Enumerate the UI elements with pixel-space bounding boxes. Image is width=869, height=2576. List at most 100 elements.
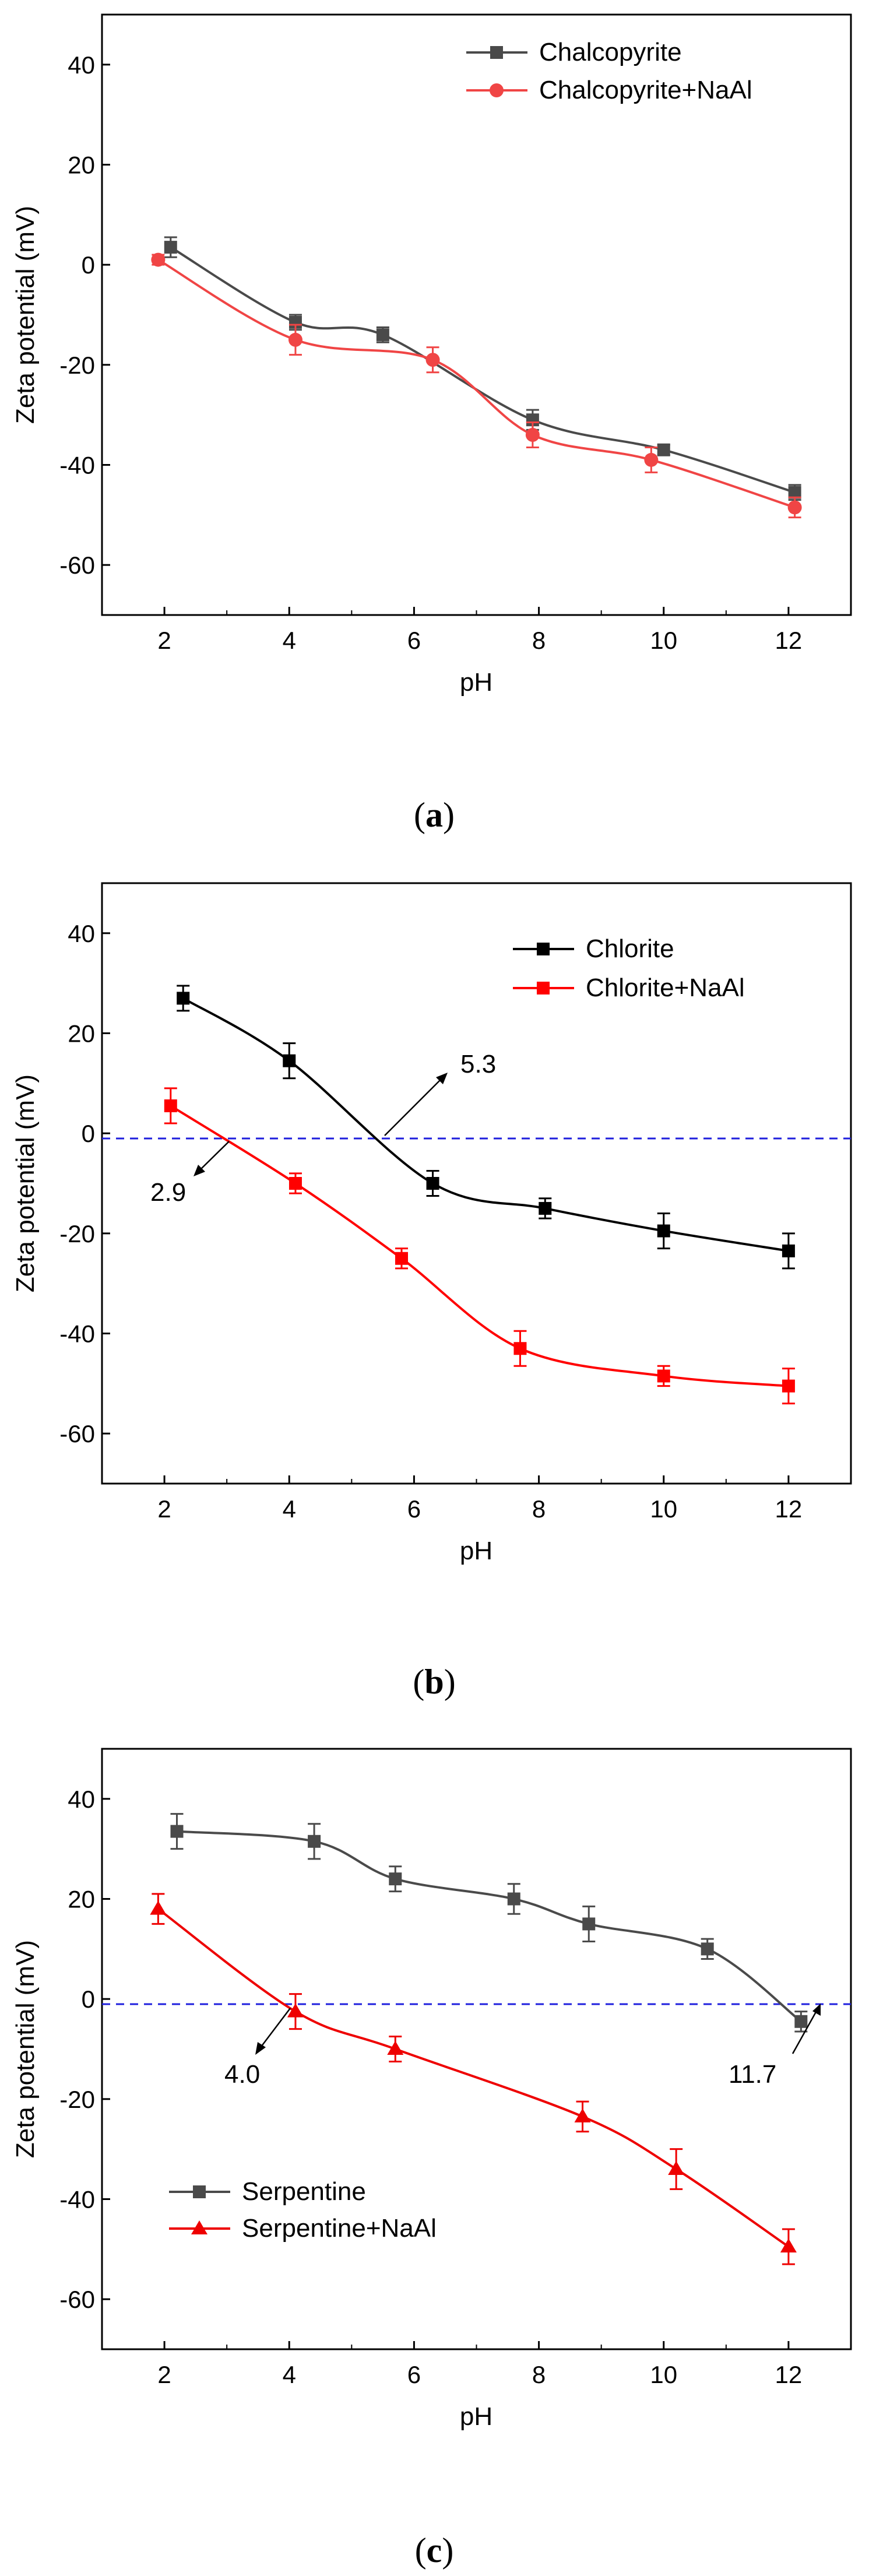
annotation-label-2-9: 2.9 xyxy=(150,1178,186,1207)
panel-b-y-axis: 40 20 0 -20 -40 -60 xyxy=(59,920,110,1447)
panel-a-chart: 40 20 0 -20 -40 -60 2 4 6 8 10 12 Zeta potential (… xyxy=(11,13,852,834)
panel-c-caption-letter: c xyxy=(427,2531,442,2570)
data-point xyxy=(389,1872,402,1886)
x-tick-label: 8 xyxy=(532,627,546,654)
legend-marker-chalcopyrite xyxy=(490,46,503,59)
data-point xyxy=(668,2161,685,2175)
data-point xyxy=(288,332,302,347)
data-point xyxy=(283,1054,296,1067)
annotation-label-5-3: 5.3 xyxy=(460,1050,496,1078)
data-point xyxy=(657,443,670,456)
series-line xyxy=(157,258,796,509)
y-tick-label: -40 xyxy=(59,1320,95,1348)
series-line xyxy=(170,1105,789,1387)
y-tick-label: 20 xyxy=(68,1886,95,1913)
annotation-arrowhead-2-9 xyxy=(193,1165,205,1176)
data-point xyxy=(150,1900,167,1915)
data-point xyxy=(539,1201,552,1215)
x-tick-label: 12 xyxy=(775,2361,803,2388)
panel-c-plot-frame xyxy=(101,1748,852,2350)
y-tick-label: 0 xyxy=(82,251,95,279)
data-point xyxy=(170,1825,184,1838)
legend-label-chlorite-naal: Chlorite+NaAl xyxy=(586,974,745,1002)
data-point xyxy=(582,1917,596,1931)
data-point xyxy=(794,2015,808,2028)
y-tick-label: -20 xyxy=(59,1220,95,1247)
legend-marker-serpentine xyxy=(193,2185,206,2198)
series-line xyxy=(177,1830,802,2023)
panel-b-caption: (b) xyxy=(413,1663,455,1701)
legend-label-serpentine-naal: Serpentine+NaAl xyxy=(242,2214,437,2243)
legend-label-chalcopyrite-naal: Chalcopyrite+NaAl xyxy=(539,76,752,104)
annotation-arrow-2-9 xyxy=(198,1141,230,1172)
y-tick-label: 20 xyxy=(68,152,95,179)
panel-c-annotation-4-0: 4.0 xyxy=(224,2008,291,2089)
x-tick-label: 12 xyxy=(775,627,803,654)
data-point xyxy=(644,452,659,467)
x-tick-label: 10 xyxy=(650,627,677,654)
panel-c-y-axis: 40 20 0 -20 -40 -60 xyxy=(59,1786,110,2313)
series-line xyxy=(170,246,796,494)
annotation-label-11-7: 11.7 xyxy=(729,2060,776,2089)
panel-b-caption-letter: b xyxy=(424,1663,444,1701)
data-point xyxy=(425,353,440,367)
panel-a-y-axis: 40 20 0 -20 -40 -60 xyxy=(59,51,110,579)
y-tick-label: -60 xyxy=(59,2286,95,2313)
panel-c-x-axis: 2 4 6 8 10 12 xyxy=(157,2341,802,2388)
y-tick-label: -40 xyxy=(59,452,95,479)
data-point xyxy=(308,1835,321,1848)
panel-b-annotation-5-3: 5.3 xyxy=(384,1050,496,1136)
legend-label-serpentine: Serpentine xyxy=(242,2177,366,2206)
y-tick-label: 20 xyxy=(68,1020,95,1048)
data-point xyxy=(289,1177,302,1190)
panel-b-x-axis-label: pH xyxy=(460,1537,492,1565)
x-tick-label: 10 xyxy=(650,1495,677,1523)
data-point xyxy=(507,1892,520,1906)
data-point xyxy=(177,992,190,1005)
panel-b-x-axis: 2 4 6 8 10 12 xyxy=(157,1475,802,1523)
panel-b-annotation-2-9: 2.9 xyxy=(150,1141,230,1207)
data-point xyxy=(780,2238,797,2253)
panel-b-y-axis-label: Zeta potential (mV) xyxy=(11,1074,40,1292)
x-tick-label: 8 xyxy=(532,1495,546,1523)
x-tick-label: 4 xyxy=(283,627,296,654)
legend-marker-serpentine-naal xyxy=(191,2220,207,2234)
x-tick-label: 6 xyxy=(407,627,421,654)
annotation-arrowhead-11-7 xyxy=(812,2004,821,2016)
annotation-label-4-0: 4.0 xyxy=(224,2060,260,2089)
annotation-arrowhead-4-0 xyxy=(255,2042,266,2055)
panel-a-caption: (a) xyxy=(414,796,455,834)
legend-marker-chlorite xyxy=(537,943,550,955)
y-tick-label: -20 xyxy=(59,352,95,379)
data-point xyxy=(426,1177,439,1190)
panel-a-plot-frame xyxy=(101,13,852,616)
y-tick-label: -20 xyxy=(59,2086,95,2113)
panel-c-series-layer xyxy=(150,1813,808,2265)
data-point xyxy=(657,1224,670,1238)
x-tick-label: 4 xyxy=(283,1495,296,1523)
x-tick-label: 10 xyxy=(650,2361,677,2388)
panel-a-legend: Chalcopyrite Chalcopyrite+NaAl xyxy=(466,38,752,104)
annotation-arrow-4-0 xyxy=(259,2008,291,2050)
y-tick-label: -60 xyxy=(59,1420,95,1447)
data-point xyxy=(164,1099,177,1112)
panel-a-x-axis-label: pH xyxy=(460,668,492,697)
data-point xyxy=(657,1369,670,1383)
x-tick-label: 2 xyxy=(157,627,171,654)
data-point xyxy=(287,2003,304,2018)
annotation-arrow-5-3 xyxy=(384,1077,444,1136)
legend-marker-chlorite-naal xyxy=(537,982,550,994)
series-line xyxy=(182,997,789,1252)
y-tick-label: -40 xyxy=(59,2186,95,2213)
x-tick-label: 2 xyxy=(157,1495,171,1523)
panel-b-series-layer xyxy=(164,985,795,1405)
data-point xyxy=(513,1342,527,1355)
annotation-arrow-11-7 xyxy=(791,2008,819,2054)
panel-a-y-axis-label: Zeta potential (mV) xyxy=(11,206,40,424)
panel-b-legend: Chlorite Chlorite+NaAl xyxy=(513,934,745,1002)
panel-c-y-axis-label: Zeta potential (mV) xyxy=(11,1940,40,2158)
data-point xyxy=(574,2108,591,2122)
panel-a-x-axis: 2 4 6 8 10 12 xyxy=(157,607,802,654)
y-tick-label: 0 xyxy=(82,1985,95,2013)
